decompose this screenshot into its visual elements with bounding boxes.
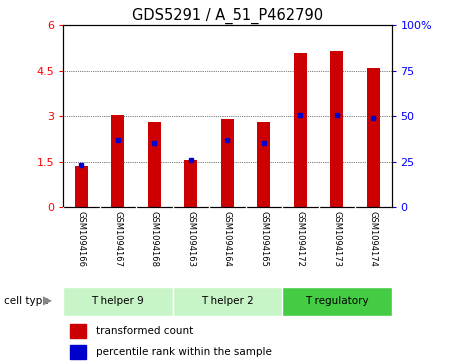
Text: cell type: cell type bbox=[4, 296, 49, 306]
Text: transformed count: transformed count bbox=[96, 326, 193, 336]
Text: ▶: ▶ bbox=[43, 295, 52, 308]
Title: GDS5291 / A_51_P462790: GDS5291 / A_51_P462790 bbox=[132, 8, 323, 24]
Bar bbox=[257, 122, 270, 207]
Bar bbox=[294, 53, 306, 207]
Text: GSM1094173: GSM1094173 bbox=[332, 211, 341, 267]
Text: GSM1094164: GSM1094164 bbox=[223, 211, 232, 267]
Bar bbox=[282, 287, 392, 316]
Bar bbox=[330, 51, 343, 207]
Bar bbox=[172, 287, 282, 316]
Bar bbox=[221, 119, 234, 207]
Bar bbox=[367, 68, 380, 207]
Bar bbox=[111, 115, 124, 207]
Bar bbox=[63, 287, 172, 316]
Bar bbox=[70, 345, 86, 359]
Bar bbox=[184, 160, 197, 207]
Bar bbox=[148, 122, 161, 207]
Text: GSM1094165: GSM1094165 bbox=[259, 211, 268, 267]
Text: GSM1094166: GSM1094166 bbox=[77, 211, 86, 267]
Text: GSM1094167: GSM1094167 bbox=[113, 211, 122, 267]
Text: GSM1094163: GSM1094163 bbox=[186, 211, 195, 267]
Text: T helper 2: T helper 2 bbox=[201, 296, 254, 306]
Text: T helper 9: T helper 9 bbox=[91, 296, 144, 306]
Text: percentile rank within the sample: percentile rank within the sample bbox=[96, 347, 272, 357]
Bar bbox=[70, 324, 86, 338]
Text: T regulatory: T regulatory bbox=[305, 296, 369, 306]
Text: GSM1094174: GSM1094174 bbox=[369, 211, 378, 267]
Text: GSM1094172: GSM1094172 bbox=[296, 211, 305, 267]
Text: GSM1094168: GSM1094168 bbox=[150, 211, 159, 267]
Bar bbox=[75, 166, 88, 207]
